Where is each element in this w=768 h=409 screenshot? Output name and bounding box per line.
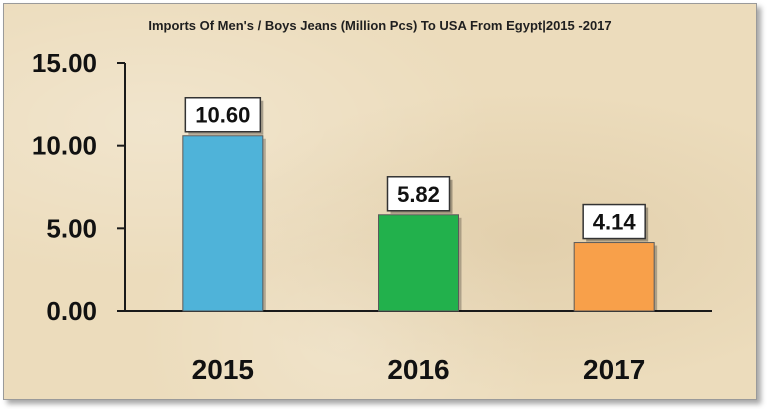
- data-label: 4.14: [593, 210, 637, 235]
- x-axis-labels: 2015 2016 2017: [192, 354, 646, 385]
- data-label-box: [184, 96, 262, 133]
- y-axis-ticks: 0.00 5.00 10.00 15.00: [32, 48, 125, 326]
- data-label-box: [582, 203, 646, 240]
- y-tick-label: 0.00: [46, 296, 97, 326]
- bar-2017: [573, 242, 655, 312]
- bar-2016: [378, 214, 459, 312]
- bars: 10.60 5.82 4.14: [182, 96, 658, 312]
- data-label-box: [386, 176, 451, 212]
- y-tick-label: 15.00: [32, 48, 97, 78]
- chart-title: Imports Of Men's / Boys Jeans (Million P…: [148, 18, 612, 33]
- x-tick-label: 2017: [583, 354, 645, 385]
- chart-frame: Imports Of Men's / Boys Jeans (Million P…: [3, 3, 757, 400]
- x-tick-label: 2015: [192, 354, 254, 385]
- bar-2015: [182, 135, 264, 312]
- data-label: 10.60: [195, 103, 250, 128]
- x-tick-label: 2016: [387, 354, 449, 385]
- y-tick-label: 10.00: [32, 131, 97, 161]
- y-tick-label: 5.00: [46, 213, 97, 243]
- data-label: 5.82: [397, 182, 440, 207]
